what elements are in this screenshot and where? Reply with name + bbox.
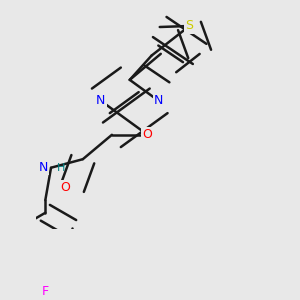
Text: F: F <box>42 285 49 298</box>
Text: O: O <box>143 128 152 141</box>
Text: O: O <box>60 181 70 194</box>
Text: N: N <box>154 94 163 107</box>
Text: N: N <box>96 94 106 107</box>
Text: H: H <box>57 163 65 173</box>
Text: N: N <box>39 161 48 174</box>
Text: S: S <box>185 20 194 32</box>
